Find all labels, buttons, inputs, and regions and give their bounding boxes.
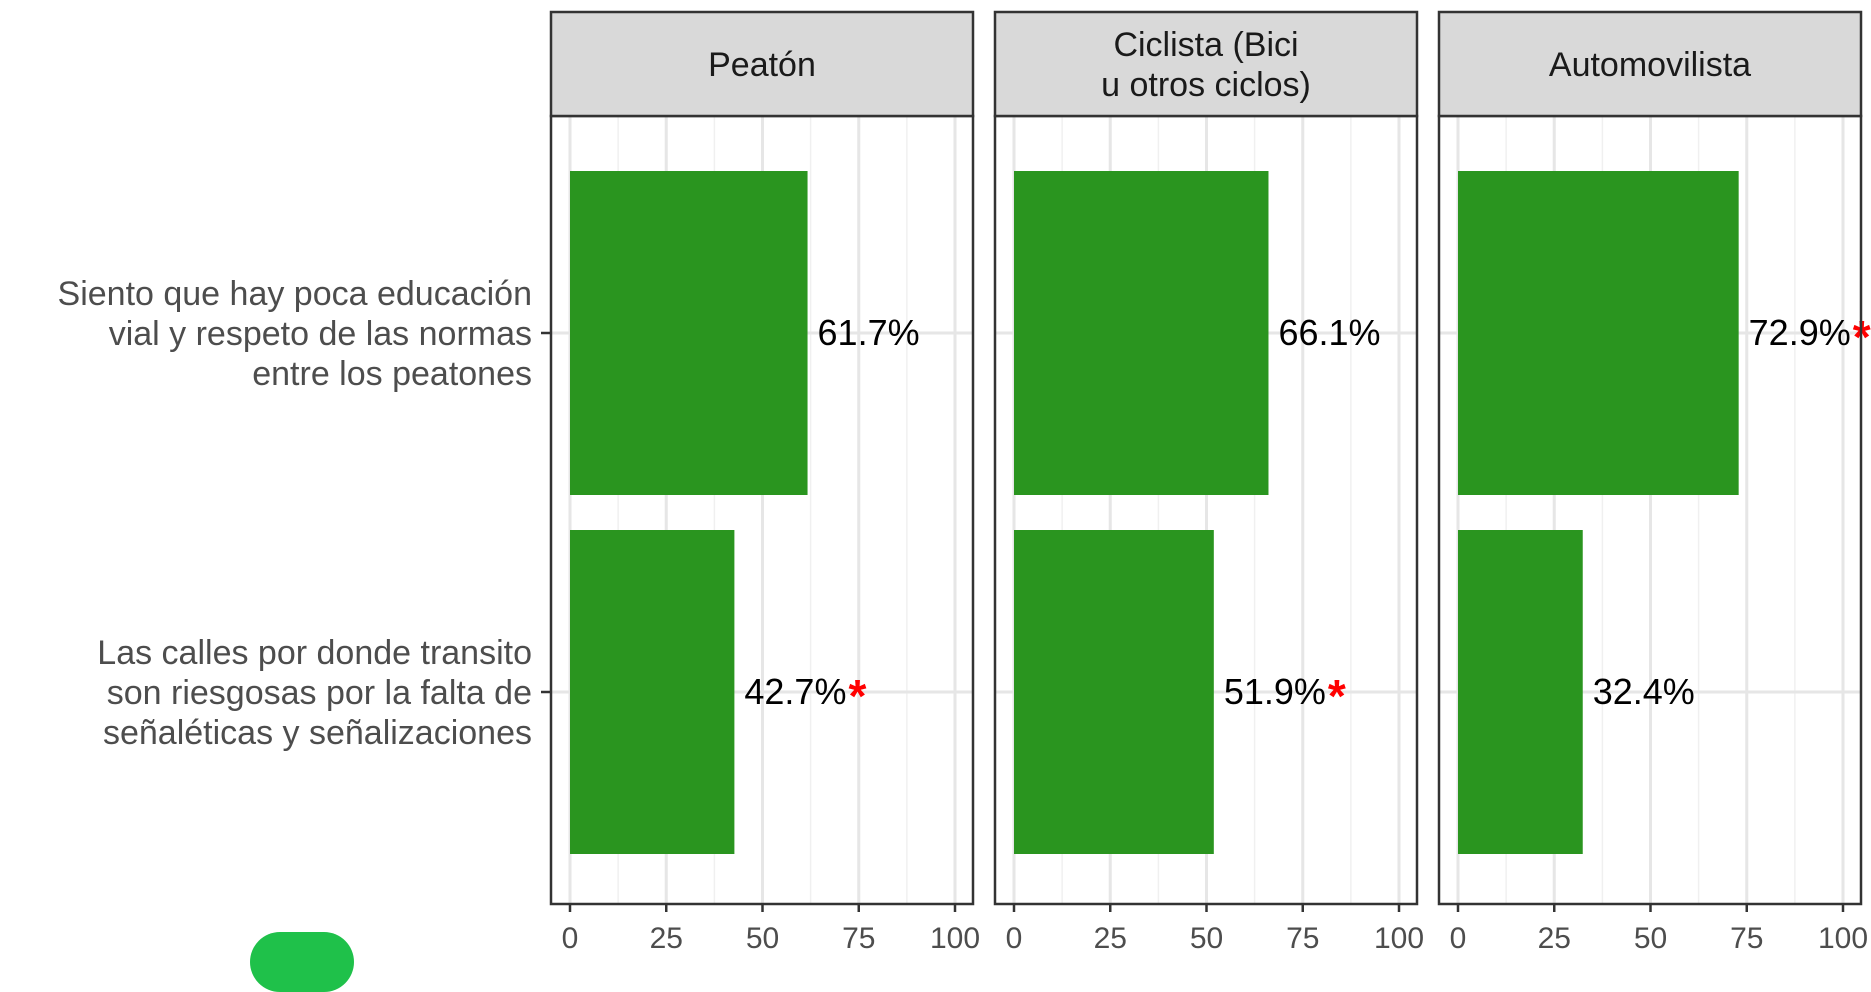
value-label: 51.9% [1224,671,1326,712]
x-tick-label: 25 [1538,922,1571,952]
facet-title: Peatón [708,46,816,84]
facet-strip [549,10,975,118]
x-tick-label: 50 [746,922,779,952]
x-tick-label: 25 [650,922,683,952]
value-label: 32.4% [1593,671,1695,712]
category-label: vial y respeto de las normas [109,315,532,353]
facet-title: Automovilista [1549,46,1751,84]
x-tick-label: 100 [1818,922,1868,952]
x-tick-label: 25 [1094,922,1127,952]
bar [570,171,808,495]
x-tick-label: 75 [1286,922,1319,952]
x-tick-label: 100 [1374,922,1424,952]
x-tick-label: 75 [842,922,875,952]
bar [1458,530,1583,854]
x-tick-label: 50 [1634,922,1667,952]
facet-title: u otros ciclos) [1101,66,1311,104]
category-label: Las calles por donde transito [97,634,532,672]
facet-title: Ciclista (Bici [1113,26,1298,64]
x-tick-label: 100 [930,922,980,952]
category-label: Siento que hay poca educación [58,275,532,313]
legend-chip [250,932,354,992]
bar [1458,171,1739,495]
bar [1014,530,1214,854]
bar [1014,171,1269,495]
x-tick-label: 0 [562,922,579,952]
x-tick-label: 0 [1450,922,1467,952]
value-label: 72.9% [1749,312,1851,353]
category-label: señaléticas y señalizaciones [103,714,532,752]
facet-strip [1437,10,1863,118]
value-label: 42.7% [744,671,846,712]
bar [570,530,735,854]
category-label: entre los peatones [252,355,532,393]
value-label: 61.7% [818,312,920,353]
facet-strip [993,10,1419,118]
significance-star: * [1328,670,1346,722]
x-tick-label: 75 [1730,922,1763,952]
x-tick-label: 0 [1006,922,1023,952]
significance-star: * [848,670,866,722]
x-tick-label: 50 [1190,922,1223,952]
category-label: son riesgosas por la falta de [107,674,532,712]
value-label: 66.1% [1278,312,1380,353]
